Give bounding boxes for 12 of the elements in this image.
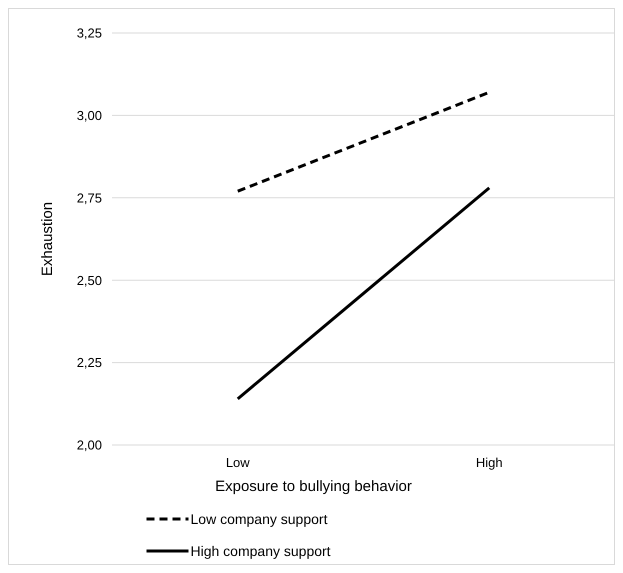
y-tick-label: 2,75	[76, 190, 102, 206]
legend-label: Low company support	[190, 510, 328, 527]
x-tick-label: Low	[226, 455, 250, 470]
y-axis-title: Exhaustion	[39, 202, 56, 276]
y-tick-label: 2,50	[76, 272, 102, 288]
x-tick-label: High	[476, 455, 503, 470]
y-tick-label: 3,00	[76, 108, 102, 123]
y-tick-label: 3,25	[76, 26, 102, 41]
y-tick-label: 2,25	[76, 355, 102, 370]
x-axis-title: Exposure to bullying behavior	[215, 478, 412, 495]
legend-label: High company support	[190, 542, 331, 559]
y-tick-label: 2,00	[76, 438, 102, 453]
